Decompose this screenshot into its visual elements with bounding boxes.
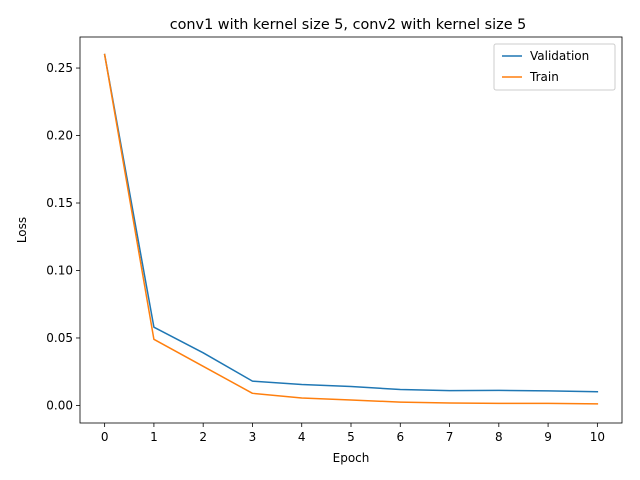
legend: Validation Train [493,43,616,91]
x-axis-label: Epoch [333,451,370,465]
chart-title: conv1 with kernel size 5, conv2 with ker… [170,17,527,33]
legend-label-validation: Validation [530,49,589,63]
x-tick-label: 5 [347,430,355,444]
y-tick-label: 0.05 [46,331,73,345]
y-axis-ticks: 0.00 0.05 0.10 0.15 0.20 0.25 [46,61,80,412]
x-tick-label: 4 [298,430,306,444]
x-tick-label: 9 [544,430,552,444]
x-tick-label: 1 [150,430,158,444]
legend-box [493,43,616,91]
y-tick-label: 0.00 [46,398,73,412]
x-axis-ticks: 0 1 2 3 4 5 6 7 8 9 10 [101,423,605,444]
y-tick-label: 0.25 [46,61,73,75]
x-tick-label: 8 [495,430,503,444]
series-line-validation [103,53,599,393]
x-tick-label: 3 [249,430,257,444]
series-line-train [103,53,599,405]
x-tick-label: 7 [446,430,454,444]
x-tick-label: 0 [101,430,109,444]
legend-label-train: Train [529,70,559,84]
y-tick-label: 0.10 [46,263,73,277]
x-tick-label: 10 [590,430,605,444]
y-axis-label: Loss [15,217,29,243]
x-tick-label: 6 [396,430,404,444]
y-tick-label: 0.20 [46,129,73,143]
x-tick-label: 2 [199,430,207,444]
series-layer [103,53,599,405]
y-tick-label: 0.15 [46,196,73,210]
